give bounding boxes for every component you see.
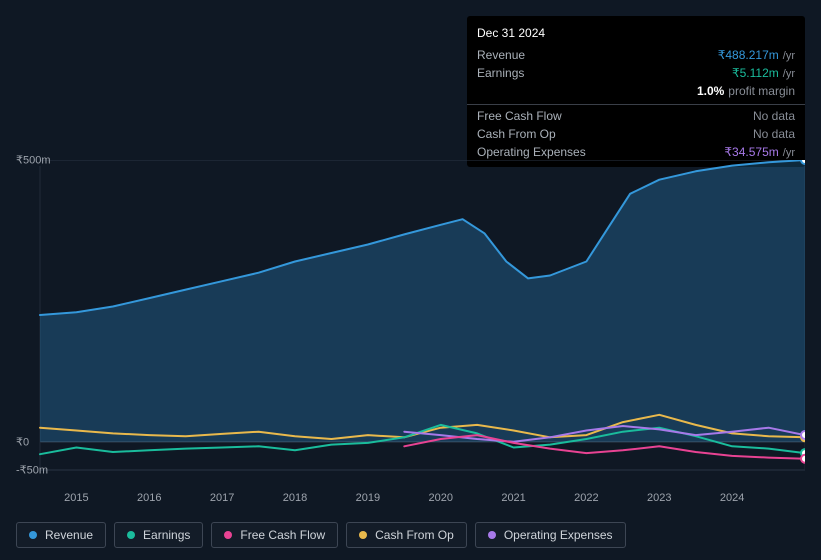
- tooltip-date: Dec 31 2024: [467, 22, 805, 46]
- tooltip-panel: Dec 31 2024 Revenue ₹488.217m/yr Earnings ₹…: [467, 16, 805, 167]
- x-axis-label: 2024: [720, 492, 744, 504]
- profit-margin-label: profit margin: [728, 84, 795, 98]
- tooltip-divider: [467, 104, 805, 105]
- y-axis-label: ₹0: [16, 435, 36, 448]
- tooltip-value: ₹5.112m: [732, 66, 779, 80]
- end-marker: [801, 160, 805, 164]
- tooltip-suffix: /yr: [783, 147, 795, 159]
- profit-margin-pct: 1.0%: [697, 84, 724, 98]
- legend-item-operating-expenses[interactable]: Operating Expenses: [475, 522, 626, 548]
- x-axis-label: 2017: [210, 492, 234, 504]
- legend-item-free-cash-flow[interactable]: Free Cash Flow: [211, 522, 338, 548]
- legend-bar: Revenue Earnings Free Cash Flow Cash From O…: [16, 522, 805, 548]
- legend-dot-icon: [359, 531, 367, 539]
- end-marker: [801, 431, 805, 439]
- y-axis-label: ₹500m: [16, 154, 36, 167]
- legend-dot-icon: [224, 531, 232, 539]
- tooltip-row: Revenue ₹488.217m/yr: [467, 46, 805, 64]
- tooltip-row: Free Cash Flow No data: [467, 107, 805, 125]
- x-axis-label: 2021: [501, 492, 525, 504]
- tooltip-row: Earnings ₹5.112m/yr: [467, 64, 805, 82]
- tooltip-row: Operating Expenses ₹34.575m/yr: [467, 143, 805, 161]
- tooltip-margin-row: 1.0% profit margin: [467, 82, 805, 102]
- legend-label: Revenue: [45, 528, 93, 542]
- tooltip-row: Cash From Op No data: [467, 125, 805, 143]
- tooltip-nodata: No data: [753, 127, 795, 141]
- x-axis-label: 2015: [64, 492, 88, 504]
- legend-item-earnings[interactable]: Earnings: [114, 522, 203, 548]
- legend-label: Cash From Op: [375, 528, 454, 542]
- x-axis-label: 2018: [283, 492, 307, 504]
- tooltip-suffix: /yr: [783, 68, 795, 80]
- x-axis-label: 2016: [137, 492, 161, 504]
- series-area-revenue: [40, 160, 805, 442]
- legend-label: Operating Expenses: [504, 528, 613, 542]
- x-axis-label: 2023: [647, 492, 671, 504]
- x-axis-label: 2019: [356, 492, 380, 504]
- tooltip-suffix: /yr: [783, 50, 795, 62]
- tooltip-label: Operating Expenses: [477, 145, 586, 159]
- x-axis-labels: 2015 2016 2017 2018 2019 2020 2021 2022 2023 2024: [16, 492, 805, 510]
- chart-area[interactable]: ₹500m₹0-₹50m: [16, 160, 805, 490]
- x-axis-label: 2022: [574, 492, 598, 504]
- tooltip-label: Cash From Op: [477, 127, 556, 141]
- legend-label: Free Cash Flow: [240, 528, 325, 542]
- tooltip-label: Free Cash Flow: [477, 109, 562, 123]
- legend-dot-icon: [127, 531, 135, 539]
- legend-item-cash-from-op[interactable]: Cash From Op: [346, 522, 467, 548]
- x-axis-label: 2020: [428, 492, 452, 504]
- tooltip-value: ₹488.217m: [718, 48, 779, 62]
- legend-dot-icon: [488, 531, 496, 539]
- y-axis-label: -₹50m: [16, 464, 36, 477]
- legend-item-revenue[interactable]: Revenue: [16, 522, 106, 548]
- tooltip-label: Revenue: [477, 48, 525, 62]
- legend-dot-icon: [29, 531, 37, 539]
- tooltip-label: Earnings: [477, 66, 524, 80]
- legend-label: Earnings: [143, 528, 190, 542]
- tooltip-nodata: No data: [753, 109, 795, 123]
- chart-svg: [16, 160, 805, 490]
- end-marker: [801, 455, 805, 463]
- tooltip-value: ₹34.575m: [724, 145, 778, 159]
